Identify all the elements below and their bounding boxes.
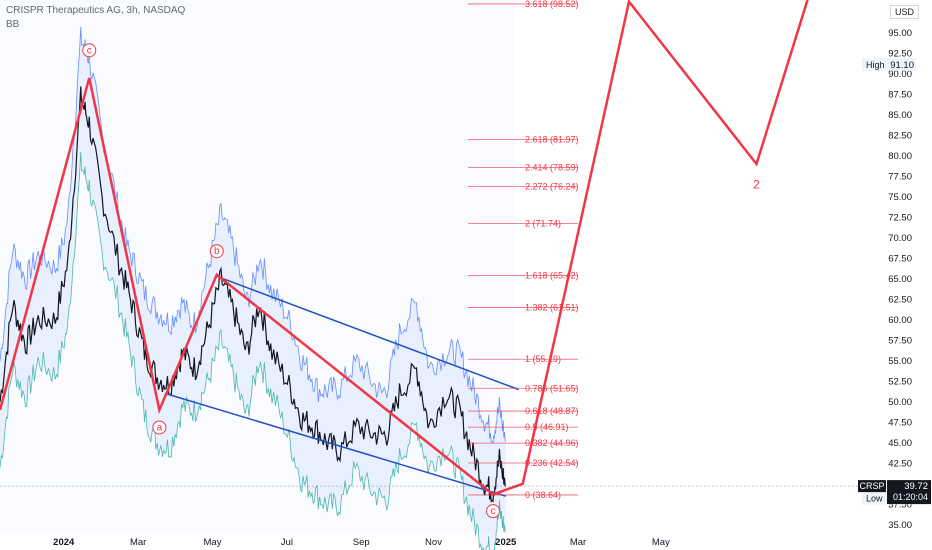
fib-level-label: 0.382 (44.96) xyxy=(525,438,579,448)
x-tick-label: May xyxy=(204,537,222,548)
x-tick-label: Mar xyxy=(130,537,146,548)
last-price-bg xyxy=(887,480,931,505)
wave-label-circle xyxy=(82,43,97,58)
y-tick-label: 47.50 xyxy=(888,417,912,428)
bollinger-upper-band xyxy=(0,26,507,445)
wave-label: a xyxy=(157,423,163,434)
bar-countdown: 01:20:04 xyxy=(893,492,928,502)
bollinger-band-fill xyxy=(0,27,506,550)
fib-level-label: 2.414 (78.59) xyxy=(525,162,579,172)
y-tick-label: 85.00 xyxy=(888,110,912,121)
high-marker-label: High xyxy=(866,60,885,70)
y-tick-label: 52.50 xyxy=(888,376,912,387)
fib-level-label: 0.618 (48.87) xyxy=(525,406,579,416)
fib-level-label: 0.5 (46.91) xyxy=(525,422,569,432)
ticker-badge-bg xyxy=(858,480,886,493)
wave-label-circle xyxy=(152,420,167,435)
wave-label: b xyxy=(214,246,220,257)
bollinger-lower-band xyxy=(0,151,506,550)
y-tick-label: 70.00 xyxy=(888,233,912,244)
y-tick-label: 72.50 xyxy=(888,212,912,223)
y-tick-label: 90.00 xyxy=(888,69,912,80)
y-tick-label: 87.50 xyxy=(888,89,912,100)
high-marker-bg xyxy=(862,57,916,71)
currency-label[interactable]: USD xyxy=(890,5,920,19)
wave-label-circle xyxy=(209,244,224,259)
y-tick-label: 82.50 xyxy=(888,130,912,141)
y-tick-label: 35.00 xyxy=(888,520,912,531)
y-tick-label: 75.00 xyxy=(888,192,912,203)
y-tick-label: 80.00 xyxy=(888,151,912,162)
fib-level-label: 1 (55.19) xyxy=(525,354,561,364)
y-tick-label: 50.00 xyxy=(888,397,912,408)
channel-lower-line[interactable] xyxy=(165,392,506,497)
low-marker-label: Low xyxy=(866,493,883,503)
x-tick-label: Sep xyxy=(353,537,370,548)
y-tick-label: 45.00 xyxy=(888,438,912,449)
y-tick-label: 57.50 xyxy=(888,335,912,346)
y-tick-label: 37.50 xyxy=(888,499,912,510)
wave-label: c xyxy=(491,506,496,517)
x-tick-label: May xyxy=(652,537,670,548)
fib-level-label: 2.618 (81.97) xyxy=(525,135,579,145)
indicator-label[interactable]: BB xyxy=(6,19,20,30)
fib-level-label: 1.618 (65.42) xyxy=(525,270,579,280)
x-tick-label: 2024 xyxy=(53,537,75,548)
y-tick-label: 92.50 xyxy=(888,48,912,59)
channel-upper-line[interactable] xyxy=(216,275,519,391)
wave-label: c xyxy=(87,45,92,56)
fib-level-label: 0.236 (42.54) xyxy=(525,458,579,468)
chart-title: CRISPR Therapeutics AG, 3h, NASDAQ xyxy=(6,5,186,16)
ticker-badge: CRSP xyxy=(859,481,884,491)
wave-label: 2 xyxy=(753,178,760,192)
fib-level-label: 1.382 (61.51) xyxy=(525,302,579,312)
y-tick-label: 77.50 xyxy=(888,171,912,182)
fib-level-label: 2 (71.74) xyxy=(525,219,561,229)
x-tick-label: 2025 xyxy=(495,537,517,548)
y-tick-label: 55.00 xyxy=(888,356,912,367)
last-price-value: 39.72 xyxy=(904,481,928,492)
x-tick-label: Nov xyxy=(425,537,442,548)
y-tick-label: 95.00 xyxy=(888,28,912,39)
fib-level-label: 3.618 (98.52) xyxy=(525,0,579,9)
y-tick-label: 67.50 xyxy=(888,253,912,264)
fib-level-label: 0.786 (51.65) xyxy=(525,383,579,393)
y-tick-label: 65.00 xyxy=(888,274,912,285)
fib-level-label: 0 (38.64) xyxy=(525,490,561,500)
x-tick-label: Jul xyxy=(281,537,293,548)
x-tick-label: Mar xyxy=(570,537,586,548)
fib-level-label: 2.272 (76.24) xyxy=(525,182,579,192)
price-line[interactable] xyxy=(0,86,507,503)
elliott-wave-path[interactable] xyxy=(0,0,809,496)
y-tick-label: 62.50 xyxy=(888,294,912,305)
high-marker-value: 91.10 xyxy=(890,60,914,71)
wave-label-circle xyxy=(486,504,500,519)
y-tick-label: 42.50 xyxy=(888,458,912,469)
y-tick-label: 60.00 xyxy=(888,315,912,326)
